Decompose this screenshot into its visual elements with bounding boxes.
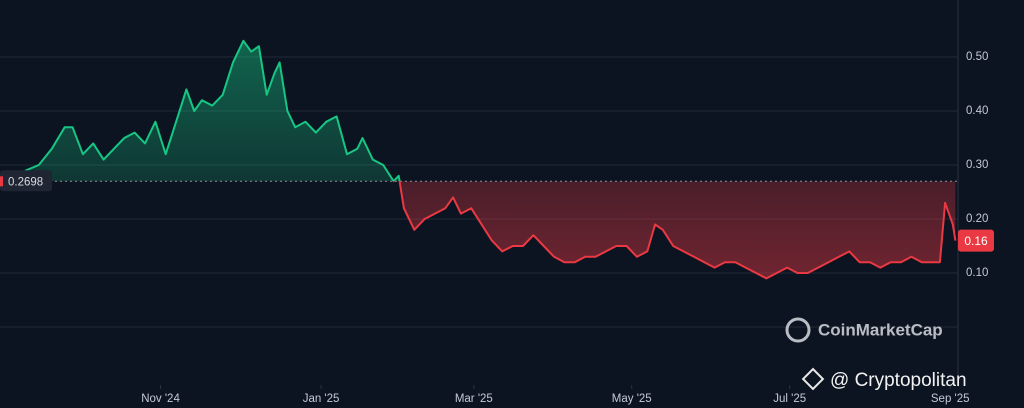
credit: @ Cryptopolitan (801, 367, 967, 391)
area-down (0, 181, 956, 279)
logo (785, 317, 811, 343)
baseline-tag (0, 170, 52, 192)
credit-text: @ Cryptopolitan (830, 370, 967, 391)
watermark-text: CoinMarketCap (818, 320, 943, 339)
price-line-up (0, 39, 401, 182)
x-tick-label: Mar '25 (455, 393, 493, 405)
x-tick-label: May '25 (612, 393, 652, 405)
y-tick-label: 0.40 (966, 105, 988, 117)
baseline-label: 0.2698 (8, 176, 43, 188)
last-price-tag (958, 229, 994, 252)
y-tick-label: 0.10 (966, 267, 988, 279)
y-tick-label: 0.50 (966, 51, 988, 63)
price-line-down (0, 181, 957, 280)
x-tick-label: Jul '25 (773, 393, 806, 405)
x-tick-label: Nov '24 (141, 393, 180, 405)
baseline-marker (0, 176, 3, 187)
y-tick-label: 0.20 (966, 213, 988, 225)
credit-logo (801, 367, 825, 391)
x-tick-label: Jan '25 (303, 393, 340, 405)
y-tick-label: 0.30 (966, 159, 988, 171)
x-tick-label: Sep '25 (931, 393, 970, 405)
area-up (0, 40, 400, 182)
plot (0, 39, 958, 280)
labels: 0.10 0.20 0.30 0.40 0.50 Nov '24 Jan '25 Mar '2… (0, 51, 994, 405)
last-price-label: 0.16 (964, 234, 988, 248)
watermark: CoinMarketCap (785, 317, 943, 343)
